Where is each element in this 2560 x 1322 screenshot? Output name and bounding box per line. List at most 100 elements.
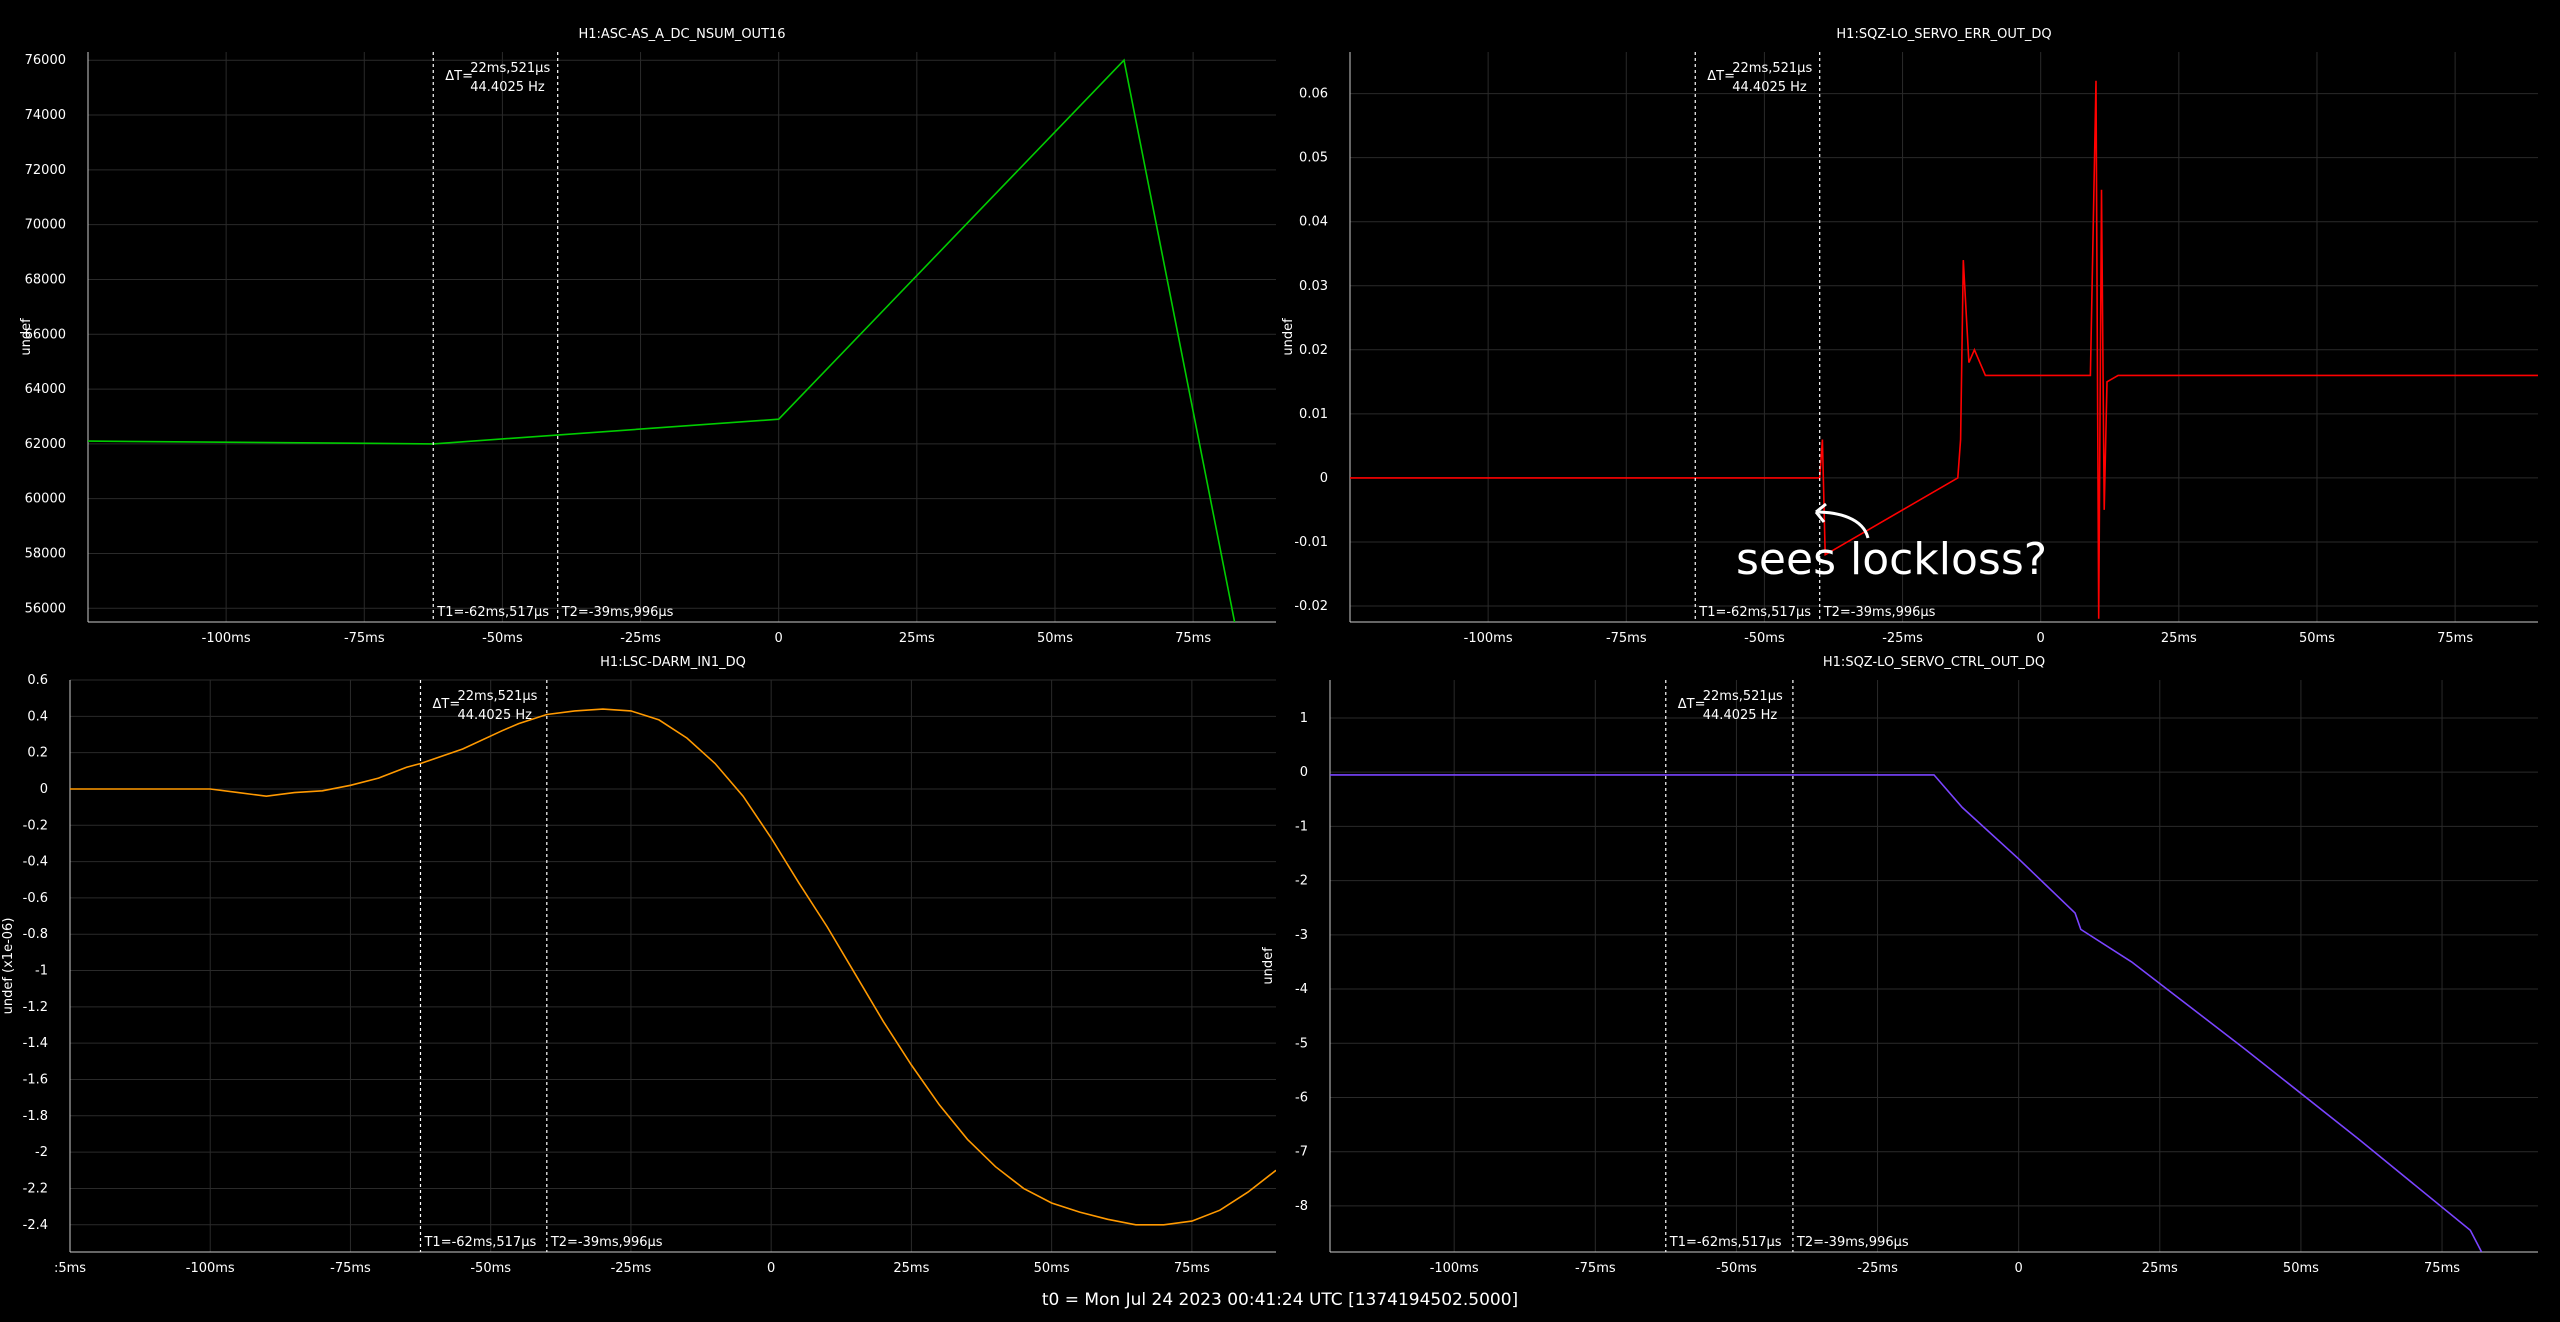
y-tick-label: 70000 [25, 218, 66, 233]
x-tick-label: 25ms [2142, 1261, 2178, 1276]
y-tick-label: 62000 [25, 437, 66, 452]
y-tick-label: -0.01 [1294, 535, 1328, 550]
y-tick-label: -5 [1295, 1036, 1308, 1051]
cursor-t2-label: T2=-39ms,996µs [561, 605, 674, 620]
x-tick-label: 25ms [893, 1261, 929, 1276]
plot-3: H1:LSC-DARM_IN1_DQ :5ms -100ms -75ms -50ms -2… [1, 655, 1276, 1276]
y-tick-label: -4 [1295, 982, 1308, 997]
y-axis-label: undef [1261, 947, 1276, 985]
x-tick-label: -50ms [470, 1261, 511, 1276]
y-tick-label: -1.8 [23, 1109, 48, 1124]
x-tick-label: -25ms [1882, 631, 1923, 646]
x-tick-label: 50ms [1034, 1261, 1070, 1276]
cursor-t1-label: T1=-62ms,517µs [1698, 605, 1811, 620]
delta-frequency: 44.4025 Hz [1732, 80, 1807, 95]
y-tick-label: -6 [1295, 1090, 1308, 1105]
x-tick-label: -25ms [1857, 1261, 1898, 1276]
series-line [1330, 774, 2483, 1252]
x-tick-label: -50ms [1716, 1261, 1757, 1276]
y-tick-label: -2 [35, 1145, 48, 1160]
x-tick-label: -50ms [482, 631, 523, 646]
y-tick-label: 64000 [25, 382, 66, 397]
y-tick-label: -7 [1295, 1145, 1308, 1160]
series-line [1350, 80, 2538, 619]
x-tick-label: -100ms [202, 631, 251, 646]
x-tick-label: -75ms [330, 1261, 371, 1276]
x-tick-label: 75ms [1175, 631, 1211, 646]
y-tick-label: 0.03 [1299, 279, 1328, 294]
y-tick-label: 68000 [25, 272, 66, 287]
y-tick-label: -0.2 [23, 818, 48, 833]
x-tick-label: 75ms [2437, 631, 2473, 646]
y-tick-label: 0 [1300, 765, 1308, 780]
y-tick-label: 0.2 [27, 746, 48, 761]
x-tick-label: 75ms [2424, 1261, 2460, 1276]
y-tick-label: 74000 [25, 108, 66, 123]
x-tick-label: -100ms [186, 1261, 235, 1276]
delta-t-label: ΔT= [432, 697, 460, 712]
cursor-t1-label: T1=-62ms,517µs [423, 1235, 536, 1250]
cursor-t2-label: T2=-39ms,996µs [550, 1235, 663, 1250]
y-tick-label: 76000 [25, 53, 66, 68]
plot-4: H1:SQZ-LO_SERVO_CTRL_OUT_DQ -100ms -75ms -5… [1261, 655, 2538, 1276]
delta-t-value: 22ms,521µs [457, 689, 537, 704]
y-tick-label: -1.2 [23, 1000, 48, 1015]
y-axis-label: undef (x1e-06) [1, 918, 16, 1015]
y-tick-label: 56000 [25, 601, 66, 616]
annotation-arrow [1814, 502, 1870, 539]
y-tick-label: -1 [35, 964, 48, 979]
y-axis-label: undef [19, 318, 34, 356]
y-tick-label: -2 [1295, 874, 1308, 889]
x-tick-label: 25ms [899, 631, 935, 646]
y-tick-label: 0.4 [27, 709, 48, 724]
series-line [88, 58, 1236, 622]
x-tick-label: 50ms [2299, 631, 2335, 646]
delta-t-label: ΔT= [445, 69, 473, 84]
y-tick-label: -8 [1295, 1199, 1308, 1214]
y-tick-label: 0 [40, 782, 48, 797]
y-tick-label: 0.05 [1299, 151, 1328, 166]
delta-t-value: 22ms,521µs [1703, 689, 1783, 704]
plot-title: H1:ASC-AS_A_DC_NSUM_OUT16 [578, 27, 785, 42]
x-tick-label: 75ms [1174, 1261, 1210, 1276]
y-tick-label: -0.4 [23, 855, 48, 870]
annotation-text: sees lockloss? [1736, 534, 2048, 585]
y-tick-label: 72000 [25, 163, 66, 178]
x-tick-label: 0 [2037, 631, 2045, 646]
y-tick-label: -3 [1295, 928, 1308, 943]
y-tick-label: 0.06 [1299, 87, 1328, 102]
x-tick-label: 0 [2015, 1261, 2023, 1276]
delta-t-label: ΔT= [1678, 697, 1706, 712]
x-tick-label: 25ms [2161, 631, 2197, 646]
series-line [70, 708, 1276, 1226]
plot-1: H1:ASC-AS_A_DC_NSUM_OUT16 -100ms -75ms -50m… [19, 27, 1276, 646]
x-tick-label: -25ms [611, 1261, 652, 1276]
delta-t-value: 22ms,521µs [470, 61, 550, 76]
delta-frequency: 44.4025 Hz [1703, 708, 1778, 723]
y-axis-label: undef [1281, 318, 1296, 356]
plot-title: H1:SQZ-LO_SERVO_CTRL_OUT_DQ [1823, 655, 2045, 670]
y-tick-label: 0.6 [27, 673, 48, 688]
delta-t-value: 22ms,521µs [1732, 61, 1812, 76]
x-tick-label: :5ms [54, 1261, 86, 1276]
cursor-t2-label: T2=-39ms,996µs [1796, 1235, 1909, 1250]
x-tick-label: 0 [767, 1261, 775, 1276]
y-tick-label: 0 [1320, 471, 1328, 486]
cursor-t2-label: T2=-39ms,996µs [1823, 605, 1936, 620]
y-tick-label: -2.2 [23, 1181, 48, 1196]
plot-2: H1:SQZ-LO_SERVO_ERR_OUT_DQ -100ms -75ms -50… [1281, 27, 2538, 646]
y-tick-label: 0.01 [1299, 407, 1328, 422]
cursor-t1-label: T1=-62ms,517µs [436, 605, 549, 620]
y-tick-label: -0.8 [23, 927, 48, 942]
x-tick-label: -100ms [1464, 631, 1513, 646]
x-tick-label: -50ms [1744, 631, 1785, 646]
x-tick-label: -75ms [1575, 1261, 1616, 1276]
x-tick-label: -100ms [1430, 1261, 1479, 1276]
plot-title: H1:LSC-DARM_IN1_DQ [600, 655, 746, 670]
y-tick-label: 1 [1300, 711, 1308, 726]
y-tick-label: 60000 [25, 492, 66, 507]
x-tick-label: -25ms [620, 631, 661, 646]
y-tick-label: -2.4 [23, 1218, 48, 1233]
y-tick-label: -1.4 [23, 1036, 48, 1051]
